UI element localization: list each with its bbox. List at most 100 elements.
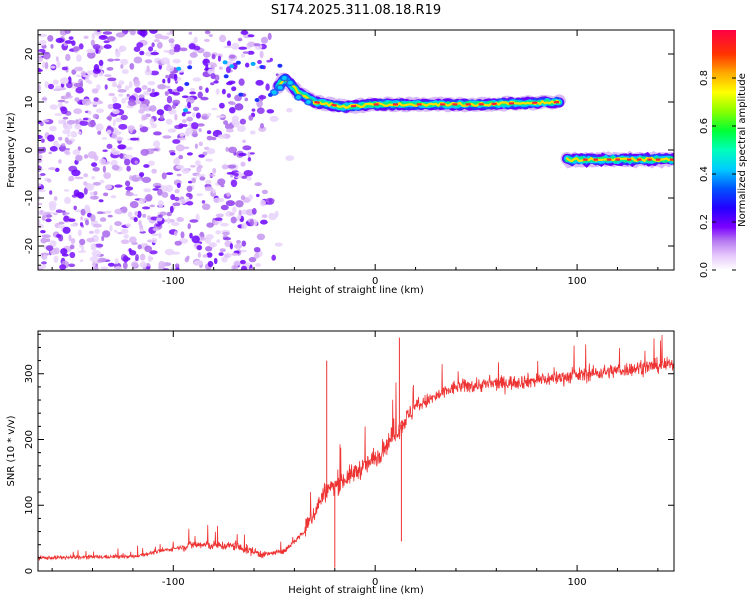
spectrogram-noise-blob (53, 212, 58, 216)
snr-xtick-label: 100 (568, 577, 587, 588)
spectrogram-noise-blob (151, 237, 158, 243)
spectrogram-noise-blob (93, 195, 98, 199)
spectrogram-noise-blob (224, 252, 232, 259)
spectrogram-noise-blob (106, 129, 112, 135)
spectrogram-noise-blob (285, 155, 295, 161)
spectrogram-noise-blob (139, 30, 148, 37)
spectrogram-noise-blob (192, 130, 198, 135)
spectrogram-noise-blob (134, 160, 138, 164)
spectrogram-noise-blob (230, 174, 234, 178)
spectrogram-noise-blob (58, 136, 63, 141)
spectrogram-noise-blob (171, 104, 177, 109)
spectrogram-noise-blob (119, 45, 127, 52)
spectrogram-noise-blob (112, 119, 116, 127)
spectrogram-noise-blob (157, 214, 163, 218)
spectrogram-noise-blob (172, 58, 181, 64)
spectrogram-noise-blob (186, 116, 193, 122)
spectrogram-noise-blob (74, 124, 81, 128)
spectrogram-noise-blob (107, 214, 113, 218)
spectrogram-noise-blob (240, 53, 246, 58)
spectrogram-noise-blob (217, 55, 222, 62)
spectrogram-noise-blob (215, 213, 224, 218)
spectrogram-noise-blob (206, 148, 216, 155)
spectrogram-noise-blob (256, 233, 266, 241)
spectrogram-noise-blob (90, 243, 97, 251)
spectrogram-noise-blob (107, 58, 115, 62)
spectrogram-noise-blob (243, 170, 253, 177)
spectrogram-noise-blob (241, 240, 247, 247)
spectrogram-noise-blob (73, 82, 82, 88)
spectrogram-noise-blob (79, 222, 84, 227)
spectrogram-noise-blob (248, 114, 254, 121)
spectrogram-noise-blob (148, 46, 154, 52)
spectrogram-noise-blob (160, 35, 170, 40)
spectrogram-noise-blob (164, 85, 171, 89)
spectrogram-noise-blob (162, 135, 172, 139)
spectrogram-noise-blob (238, 152, 247, 157)
spectrogram-noise-blob (175, 164, 185, 170)
spectrogram-noise-blob (204, 30, 211, 35)
spectrogram-noise-blob (66, 140, 73, 145)
spectrogram-noise-blob (253, 247, 261, 253)
spectrogram-noise-blob (85, 219, 89, 226)
spectrogram-noise-blob (219, 248, 226, 253)
spectrogram-noise-blob (204, 186, 214, 192)
spectrogram-noise-blob (174, 113, 178, 121)
spectrogram-noise-blob (274, 242, 283, 247)
spectrogram-noise-blob (213, 80, 219, 84)
spectrogram-noise-blob (49, 240, 57, 248)
spectrogram-noise-blob (80, 259, 84, 263)
spectrogram-noise-blob (83, 35, 89, 39)
spectrogram-noise-blob (125, 192, 134, 197)
spectrogram-noise-blob (242, 145, 252, 151)
spectrogram-noise-blob (38, 266, 44, 270)
spectrogram-noise-blob (201, 203, 211, 211)
spectrogram-noise-blob (249, 152, 255, 155)
spectrogram-hot-blob (176, 66, 182, 71)
spectrogram-hot-blob (184, 82, 190, 86)
spectrogram-noise-blob (198, 85, 203, 91)
spectrogram-noise-blob (240, 161, 246, 167)
spectrogram-noise-blob (241, 222, 248, 230)
spectrogram-noise-blob (90, 214, 96, 222)
spectrogram-noise-blob (164, 91, 169, 96)
spectrogram-noise-blob (114, 266, 123, 270)
spectrogram-noise-blob (157, 84, 167, 90)
spectrogram-noise-blob (173, 49, 180, 53)
spectrogram-noise-blob (115, 50, 121, 58)
spectrogram-noise-blob (248, 256, 257, 263)
spectrogram-noise-blob (107, 36, 116, 42)
spectrogram-noise-blob (205, 64, 209, 71)
spectrogram-noise-blob (114, 208, 124, 215)
spectrogram-noise-blob (157, 200, 164, 208)
colorbar: 0.0 0.2 0.4 0.6 0.8 Normalized spectral ampl… (699, 30, 748, 278)
spectrogram-noise-blob (172, 91, 180, 96)
spectrogram-noise-blob (124, 154, 133, 159)
spectrogram-noise-blob (261, 189, 268, 195)
spectrogram-noise-blob (124, 158, 131, 166)
spectrogram-noise-blob (129, 30, 136, 36)
colorbar-label: Normalized spectral amplitude (737, 73, 748, 227)
spectrogram-noise-blob (203, 59, 208, 64)
snr-series-line (38, 334, 674, 561)
spectrogram-noise-blob (143, 91, 150, 96)
spectrogram-noise-blob (153, 131, 162, 136)
spectrogram-noise-blob (192, 77, 202, 82)
spectrogram-noise-blob (147, 215, 151, 220)
spectrogram-noise-blob (239, 259, 246, 265)
spectrogram-noise-blob (142, 114, 147, 121)
spectrogram-noise-blob (71, 69, 77, 75)
colorbar-tick-label: 0.0 (699, 262, 710, 278)
spectrogram-xtick-label: 0 (372, 276, 378, 287)
spectrogram-noise-blob (54, 113, 63, 116)
spectrogram-noise-blob (72, 149, 81, 156)
spectrogram-noise-blob (84, 204, 91, 212)
spectrogram-noise-blob (55, 85, 62, 89)
spectrogram-noise-blob (106, 143, 113, 149)
spectrogram-noise-blob (45, 214, 53, 218)
spectrogram-noise-blob (197, 91, 203, 99)
spectrogram-noise-blob (186, 255, 190, 260)
spectrogram-ytick-label: 20 (24, 48, 35, 61)
spectrogram-noise-blob (202, 151, 208, 156)
spectrogram-noise-blob (40, 252, 50, 256)
